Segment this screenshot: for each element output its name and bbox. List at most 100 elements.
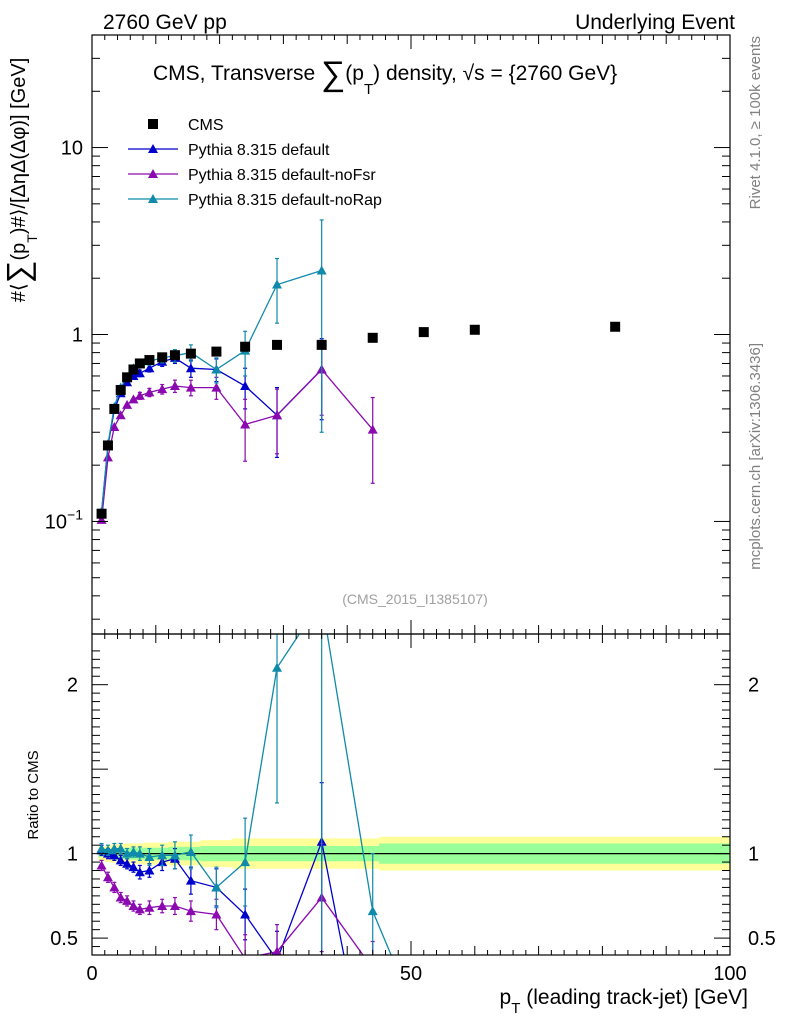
marker-default [240,381,251,391]
marker-noFsr [211,382,222,392]
marker-noRap [272,279,283,289]
chart-title-p: (p [345,62,364,85]
legend-marker-noFsr [148,169,158,178]
ratio-marker-default [115,855,126,865]
ratio-marker-noFsr [102,872,113,882]
chart-title-sum: ∑ [321,55,345,93]
y-axis-title-c: )#⟩/[ΔηΔ(Δφ)] [GeV] [8,58,30,234]
ratio-marker-noRap [157,850,168,860]
marker-noFsr [122,399,133,409]
legend-marker-noRap [148,194,158,203]
chart-title-prefix: CMS, Transverse [153,62,321,85]
ratio-marker-noFsr [169,901,180,911]
chart-title-suffix: ) density, √s = {2760 GeV} [373,62,617,85]
ratio-marker-noRap [115,843,126,853]
marker-cms [272,339,283,350]
series-line-noFsr [100,368,374,520]
marker-default [185,363,196,373]
ratio-marker-noFsr [109,882,120,892]
marker-noFsr [185,382,196,392]
ratio-marker-default [240,909,251,919]
marker-default [144,363,155,373]
top-plot-area [96,219,621,524]
marker-cms [115,384,126,395]
marker-noFsr [169,381,180,391]
ratio-marker-noFsr [157,901,168,911]
marker-cms [211,346,222,357]
ratio-marker-noFsr [272,946,282,955]
x-axis-title-p: p [500,986,512,1009]
y-axis-title-sum: ∑ [0,261,36,284]
marker-noRap [211,364,222,374]
marker-noFsr [144,387,155,397]
ratio-y-tick-label: 1 [67,844,78,866]
y-tick-label-base: 10 [45,511,67,533]
ratio-marker-default [122,858,133,868]
marker-noFsr [128,394,139,404]
marker-noFsr [240,419,251,429]
marker-noFsr [134,390,145,400]
rivet-label: Rivet 4.1.0, ≥ 100k events [747,36,764,209]
legend-label-noRap: Pythia 8.315 default-noRap [188,192,382,209]
source-label: mcplots.cern.ch [arXiv:1306.3436] [747,343,764,570]
legend-label-noFsr: Pythia 8.315 default-noFsr [188,167,376,184]
y-tick-label-base: 1 [72,325,83,347]
ratio-marker-noRap [211,882,222,892]
y-axis-title-b: (p [8,243,30,261]
marker-noFsr [157,384,168,394]
ratio-marker-noFsr [122,895,133,905]
ratio-line-noFsr [101,865,364,955]
y-axis-title: #⟨∑(pT)#⟩/[ΔηΔ(Δφ)] [GeV] [0,58,40,303]
x-tick-label: 0 [86,963,97,985]
ratio-marker-noRap [109,843,120,853]
ratio-y-tick-label: 0.5 [50,928,78,950]
ratio-marker-noRap [144,852,155,862]
ratio-y-tick-label-right: 2 [748,675,759,697]
ratio-marker-default [109,850,120,860]
ratio-marker-default [134,867,145,877]
ratio-marker-default [128,862,139,872]
ratio-marker-noRap [169,850,180,860]
marker-noFsr [367,424,378,434]
y-tick-label: 10 [61,138,83,160]
marker-cms [128,364,139,375]
marker-default [134,368,145,378]
marker-cms [109,403,120,414]
marker-noFsr [115,410,126,420]
ratio-marker-noRap [128,846,139,856]
legend-label-default: Pythia 8.315 default [188,142,330,159]
ratio-y-tick-label-right: 0.5 [748,928,776,950]
marker-noFsr [102,452,113,462]
legend-marker-default [148,144,158,153]
marker-noRap [316,265,327,275]
y-tick-label: 10−1 [45,506,83,533]
marker-cms [102,440,113,451]
marker-cms [122,372,133,383]
marker-cms [240,341,251,352]
ratio-marker-noFsr [134,904,145,914]
x-tick-label: 50 [400,963,422,985]
marker-cms [469,324,480,335]
marker-cms [316,339,327,350]
y-tick-label-base: 10 [61,138,83,160]
y-tick-label: 1 [72,325,83,347]
ratio-marker-noRap [185,846,196,856]
y-tick-label-exponent: −1 [67,506,83,522]
marker-cms [367,332,378,343]
ratio-marker-default [185,875,196,885]
marker-cms [144,355,155,366]
ratio-marker-noFsr [144,902,155,912]
ratio-marker-noFsr [115,892,126,902]
ratio-y-axis-title: Ratio to CMS [25,750,42,839]
marker-noFsr [109,422,120,432]
ratio-marker-noRap [367,906,378,916]
ratio-marker-default [144,865,155,875]
ratio-marker-noFsr [185,906,196,916]
header-left: 2760 GeV pp [103,11,227,34]
watermark: (CMS_2015_I1385107) [342,591,488,607]
marker-noFsr [272,410,283,420]
ratio-plot-area [96,634,730,955]
y-axis-title-sub: T [24,234,40,243]
